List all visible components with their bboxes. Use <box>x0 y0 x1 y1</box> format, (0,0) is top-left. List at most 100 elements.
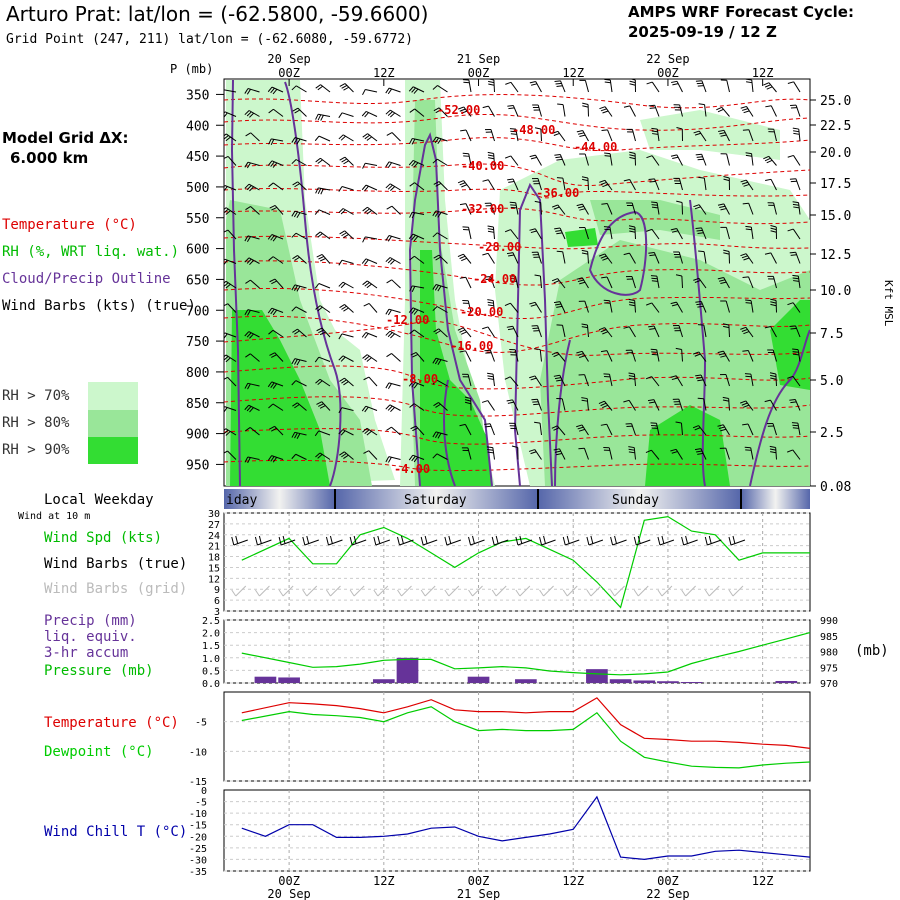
wind-barb <box>487 79 495 93</box>
rh-swatch-70 <box>88 382 138 410</box>
wind-barb <box>581 323 589 338</box>
wind-barb <box>695 227 707 240</box>
y-tick-label: 1.5 <box>202 641 220 652</box>
wind-barb <box>764 252 777 264</box>
wind-barb <box>291 453 307 460</box>
wind-barb <box>650 348 660 362</box>
wind-barb <box>267 234 284 242</box>
wind-barb <box>432 357 448 366</box>
wind-barb <box>385 330 401 339</box>
wind-barb <box>623 326 636 338</box>
temperature-labels: -52.00 -48.00 -44.00 -40.00 -36.00 -32.0… <box>386 103 617 476</box>
wind-barb <box>386 353 401 362</box>
page-title: Arturo Prat: lat/lon = (-62.5800, -59.66… <box>6 2 429 26</box>
wind-barb <box>484 202 495 215</box>
wind-barb <box>433 402 448 411</box>
top-time-label: 12Z <box>373 66 395 80</box>
wind-barb <box>740 253 754 264</box>
wind-barb <box>787 375 801 387</box>
height-tick-label: 5.0 <box>820 374 843 389</box>
pressure-line <box>241 632 811 676</box>
wind-barb <box>528 449 542 460</box>
wind-barb <box>363 302 378 313</box>
wind-barb <box>268 138 284 146</box>
wind-barb <box>432 232 448 240</box>
wind-barb <box>408 233 425 242</box>
wind-barb <box>432 136 448 145</box>
wind-barb-true <box>278 535 296 546</box>
temp-contour <box>224 137 810 152</box>
wind-barb <box>504 229 519 240</box>
wind-barb <box>338 134 354 142</box>
wind-barb <box>224 207 237 215</box>
wind-barb <box>601 276 613 289</box>
pressure-unit-label: (mb) <box>855 643 889 659</box>
wind-barb <box>244 331 260 339</box>
precip-bar <box>515 679 537 683</box>
wind-barb <box>482 105 495 117</box>
wind-barb <box>745 152 754 166</box>
wind-barb <box>720 300 730 313</box>
wind-barb <box>224 111 237 118</box>
wind-barb <box>529 375 542 387</box>
wind-barb <box>314 135 331 142</box>
wind-barb <box>601 202 613 215</box>
wind-barb <box>291 284 307 292</box>
wind-barb <box>269 204 284 215</box>
wind-barb <box>599 179 613 191</box>
wind-barb <box>267 307 284 316</box>
temp-label-4: -4.00 <box>394 462 430 476</box>
wind-barb <box>410 425 425 436</box>
precip-bar <box>278 677 300 683</box>
cloud-outline <box>749 329 810 486</box>
height-tick-label: 15.0 <box>820 209 851 224</box>
wind-barb <box>672 325 683 338</box>
top-time-label: 12Z <box>752 66 774 80</box>
wind-barb <box>339 83 354 93</box>
wind-barb <box>362 280 378 289</box>
wind-barb-true <box>231 535 248 546</box>
wind-barb <box>291 85 307 93</box>
wind-barb <box>534 348 542 362</box>
wind-barb-true <box>539 535 556 546</box>
y-tick-label: 18 <box>208 553 220 564</box>
wind-barb-true <box>491 535 509 546</box>
wind-barb <box>314 356 331 363</box>
y-tick-label: 0.5 <box>202 666 220 677</box>
wind-barb <box>531 251 542 264</box>
wind-barb <box>554 153 566 166</box>
temp-contour <box>224 428 810 445</box>
wind-barb <box>719 374 730 387</box>
wind-barb <box>385 87 401 95</box>
wind-barb <box>269 352 284 362</box>
wind-barb <box>487 151 495 166</box>
y-tick-label: 0 <box>201 786 207 797</box>
wind-barb <box>409 329 425 338</box>
temp-contour <box>224 315 810 353</box>
y-tick-label: -30 <box>189 855 207 866</box>
wind-barb <box>553 448 566 460</box>
wind-barb-grid <box>468 585 483 597</box>
rh90-area-east <box>645 405 730 486</box>
wind-barb <box>740 179 754 191</box>
wind-barb <box>692 425 707 436</box>
pressure-tick-label: 750 <box>186 335 209 350</box>
wind-barb <box>767 128 777 142</box>
wind-barb <box>292 107 307 117</box>
wind-barb <box>269 425 284 436</box>
wind-barb <box>670 228 683 240</box>
wind-barb-grid <box>633 585 649 597</box>
wind-barb <box>269 278 284 289</box>
wind-barb-grid <box>610 585 625 597</box>
wind-barb <box>460 129 472 142</box>
wind-barb <box>432 85 448 93</box>
wind-barb <box>315 378 331 387</box>
wind-barb <box>695 153 707 166</box>
wind-barb <box>292 328 307 338</box>
wind-barb <box>645 376 660 387</box>
wind-barb <box>695 80 707 93</box>
wind-barb <box>224 354 237 363</box>
wind-barb <box>697 324 707 338</box>
wind-barb <box>362 162 378 169</box>
wind-barb <box>534 274 542 289</box>
